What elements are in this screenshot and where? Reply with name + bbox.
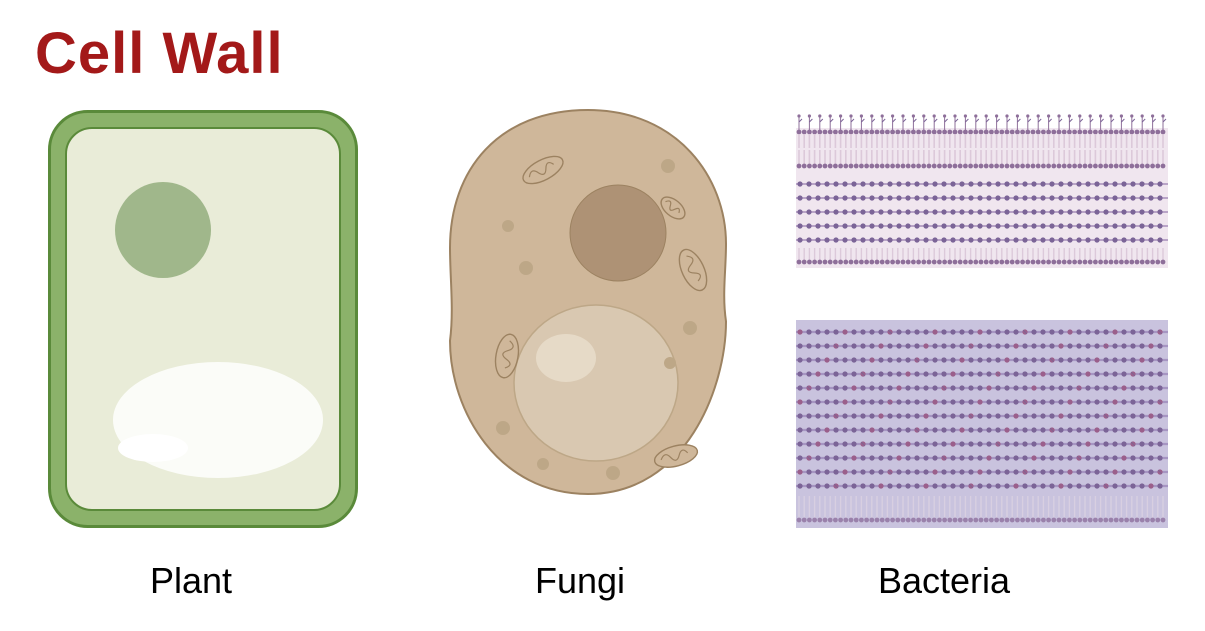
bacteria-gram-negative-diagram — [796, 112, 1168, 268]
label-bacteria: Bacteria — [878, 560, 1010, 602]
bacteria-gram-positive-diagram — [796, 320, 1168, 528]
plant-cell-diagram — [48, 110, 358, 528]
fungi-cell-diagram — [448, 108, 728, 496]
label-plant: Plant — [150, 560, 232, 602]
page-title: Cell Wall — [35, 20, 284, 87]
label-fungi: Fungi — [535, 560, 625, 602]
